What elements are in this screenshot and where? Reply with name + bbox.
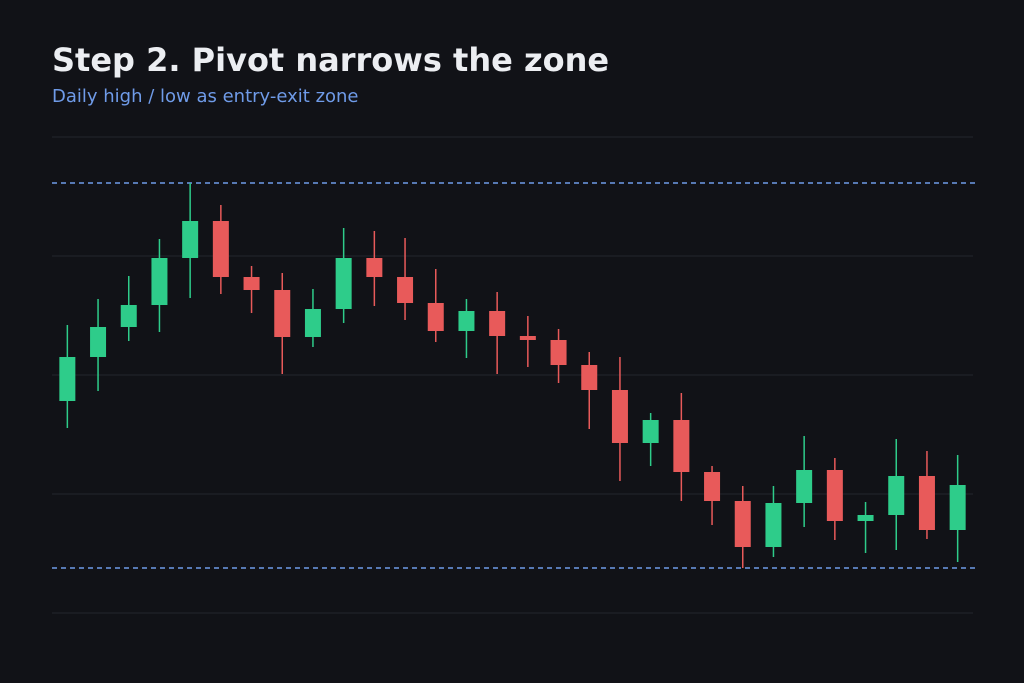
candle-body — [90, 327, 107, 357]
candle-body — [673, 420, 690, 472]
candle-body — [826, 470, 843, 521]
candle-body — [335, 258, 352, 309]
candle-body — [304, 309, 321, 337]
chart-subtitle: Daily high / low as entry-exit zone — [52, 86, 359, 107]
candle-body — [427, 303, 444, 331]
candle-body — [581, 365, 598, 390]
candle-body — [765, 503, 782, 547]
candle-body — [458, 311, 475, 331]
candle-body — [59, 357, 76, 401]
candle-body — [642, 420, 659, 443]
candle-body — [796, 470, 813, 503]
candle-body — [243, 277, 260, 290]
candle-body — [182, 221, 199, 258]
candle-body — [212, 221, 229, 277]
candle-body — [704, 472, 721, 501]
candle-body — [274, 290, 291, 337]
candle-body — [151, 258, 168, 305]
chart-title: Step 2. Pivot narrows the zone — [52, 41, 609, 79]
candle-body — [949, 485, 966, 530]
candle-body — [519, 336, 536, 340]
candle-body — [888, 476, 905, 515]
candle-body — [918, 476, 935, 530]
candle-body — [489, 311, 506, 336]
candle-body — [734, 501, 751, 547]
candle-body — [366, 258, 383, 277]
candle-body — [120, 305, 137, 327]
candle-body — [611, 390, 628, 443]
candle-body — [397, 277, 414, 303]
candle-body — [550, 340, 567, 365]
candle-body — [857, 515, 874, 521]
